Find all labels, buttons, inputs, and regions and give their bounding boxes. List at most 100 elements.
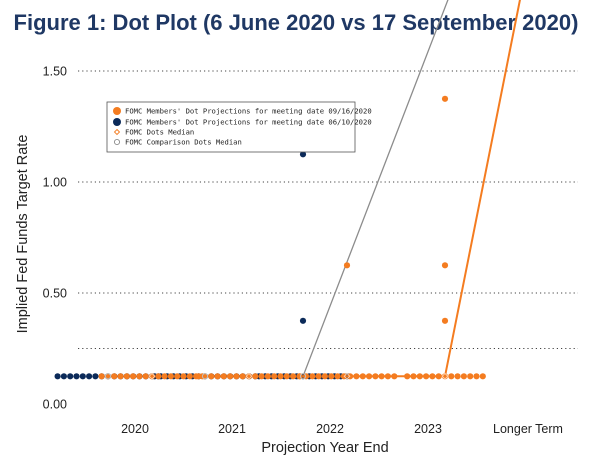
dot-projections [54,95,486,380]
legend-label-jun: FOMC Members' Dot Projections for meetin… [125,118,372,127]
dot-sep [473,373,480,380]
legend-marker-median [113,128,121,136]
x-axis-label: Projection Year End [261,440,388,456]
dot-sep [186,373,193,380]
legend-marker-comparison-median [113,138,121,146]
figure-title: Figure 1: Dot Plot (6 June 2020 vs 17 Se… [13,10,579,35]
x-tick-label: 2020 [121,422,149,436]
dot-sep [277,373,284,380]
y-axis-tick-labels: 0.000.501.001.502.002.503.00 [43,65,67,412]
dot-sep [239,373,246,380]
y-tick-label: 1.00 [43,176,67,190]
dot-sep [130,373,137,380]
dot-sep [180,373,187,380]
x-tick-label: Longer Term [493,422,563,436]
median-marker-sep [245,372,253,380]
dot-sep [227,373,234,380]
dot-sep [372,373,379,380]
x-tick-label: 2023 [414,422,442,436]
dot-sep [448,373,455,380]
dot-sep [195,373,202,380]
dot-sep [271,373,278,380]
dot-sep [435,373,442,380]
dot-sep [366,373,373,380]
median-marker-sep [441,372,449,380]
dot-sep [174,373,181,380]
dot-sep [479,373,486,380]
dot-sep [404,373,411,380]
median-marker-jun [299,373,307,380]
legend: FOMC Members' Dot Projections for meetin… [106,101,372,153]
dot-sep [343,262,351,269]
dot-sep [258,373,265,380]
y-tick-label: 0.00 [43,398,67,412]
dot-sep [252,373,259,380]
dot-sep [429,373,436,380]
legend-marker-sep [113,107,121,115]
dot-sep [220,373,227,380]
dot-jun [79,373,86,380]
dot-jun [60,373,67,380]
median-line-sep [152,0,521,378]
dot-jun [73,373,80,380]
dot-sep [423,373,430,380]
dot-sep [155,373,162,380]
dot-jun [92,373,99,380]
legend-box [106,101,356,153]
dot-jun [54,373,61,380]
dot-sep [315,373,322,380]
dot-sep [359,373,366,380]
dot-sep [454,373,461,380]
dot-sep [214,373,221,380]
dot-sep [123,373,130,380]
median-markers [104,372,449,380]
dot-sep [391,373,398,380]
x-tick-label: 2021 [218,422,246,436]
dot-sep [441,95,449,102]
dot-jun [86,373,93,380]
legend-marker-jun [113,118,121,126]
dot-sep [467,373,474,380]
dot-sep [233,373,240,380]
dot-sep [117,373,124,380]
dot-sep [410,373,417,380]
median-marker-jun [201,373,209,380]
dot-sep [334,373,341,380]
dot-sep [309,373,316,380]
dot-jun [299,317,307,324]
dot-jun [67,373,74,380]
y-axis-label: Implied Fed Funds Target Rate [15,135,31,334]
dot-sep [353,373,360,380]
dot-sep [460,373,467,380]
median-marker-sep [343,372,351,380]
legend-label-sep: FOMC Members' Dot Projections for meetin… [125,107,372,116]
dot-sep [416,373,423,380]
y-tick-label: 0.50 [43,287,67,301]
dot-sep [167,373,174,380]
legend-label-comparison-median: FOMC Comparison Dots Median [125,138,242,147]
median-lines [108,0,521,378]
dot-sep [384,373,391,380]
dot-sep [290,373,297,380]
dot-sep [378,373,385,380]
dot-sep [441,262,449,269]
median-marker-sep [148,372,156,380]
x-tick-label: 2022 [316,422,344,436]
dot-sep [264,373,271,380]
dot-sep [321,373,328,380]
dot-sep [142,373,149,380]
dot-sep [98,373,105,380]
dot-sep [161,373,168,380]
dot-jun [299,151,307,158]
dot-sep [136,373,143,380]
median-marker-jun [104,373,112,380]
dot-sep [111,373,118,380]
grid-lines [78,70,578,349]
x-axis-tick-labels: 2020 2021 2022 2023 Longer Term [121,422,563,436]
dot-sep [283,373,290,380]
dot-sep [208,373,215,380]
legend-label-median: FOMC Dots Median [125,128,194,137]
y-tick-label: 1.50 [43,65,67,79]
dot-sep [328,373,335,380]
